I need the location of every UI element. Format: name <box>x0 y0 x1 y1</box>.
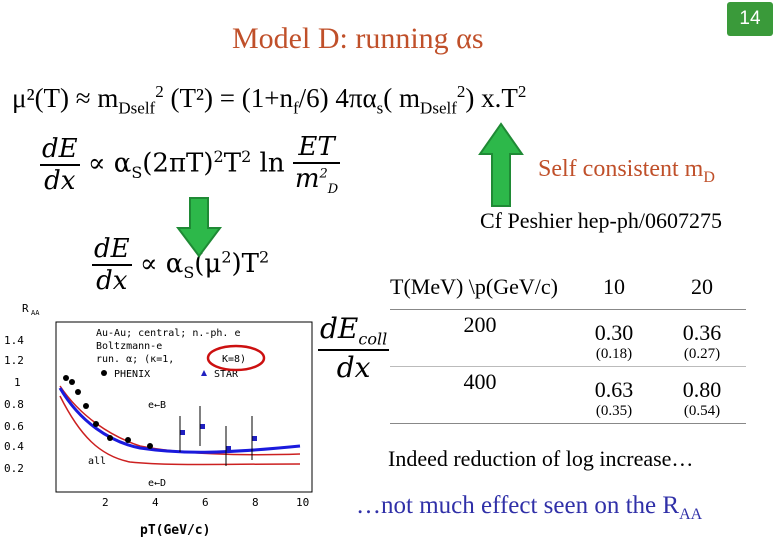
plot-xlabel: pT(GeV/c) <box>140 523 210 538</box>
slide-title: Model D: running αs <box>232 22 484 55</box>
legend-k: K=8) <box>222 354 246 365</box>
xtick: 6 <box>202 496 209 509</box>
raa-plot: R AA pT(GeV/c) 1.4 1.2 1 0.8 0.6 0.4 0.2… <box>4 302 313 538</box>
plot-axis-labels: R AA pT(GeV/c) <box>22 302 210 538</box>
plot-yticks: 1.4 1.2 1 0.8 0.6 0.4 0.2 <box>4 334 24 475</box>
table-cell-T: 200 <box>390 309 570 367</box>
table-row: 400 0.63 (0.35) 0.80 (0.54) <box>390 366 746 424</box>
table-cell: 0.36 (0.27) <box>658 309 746 367</box>
ratio-table: T(MeV) \p(GeV/c) 10 20 200 0.30 (0.18) 0.… <box>390 265 746 424</box>
table-header-cell: T(MeV) \p(GeV/c) <box>390 265 570 310</box>
legend-phenix: PHENIX <box>114 369 150 380</box>
table-cell: 0.30 (0.18) <box>570 309 658 367</box>
ytick: 0.4 <box>4 440 24 453</box>
conclusion-line-2: …not much effect seen on the RAA <box>356 492 703 523</box>
label-eD: e←D <box>148 478 166 489</box>
down-arrow-icon <box>176 197 222 258</box>
phenix-points <box>63 375 153 449</box>
ytick: 1.2 <box>4 354 24 367</box>
xtick: 2 <box>102 496 109 509</box>
table-row: 200 0.30 (0.18) 0.36 (0.27) <box>390 309 746 367</box>
xtick: 4 <box>152 496 159 509</box>
legend-line2: Boltzmann-e <box>96 341 162 352</box>
plot-xticks: 2 4 6 8 10 <box>102 496 309 509</box>
plot-legend: Au-Au; central; n.-ph. e Boltzmann-e run… <box>96 328 246 380</box>
table-cell: 0.80 (0.54) <box>658 366 746 424</box>
self-consistent-label: Self consistent mD <box>538 156 715 186</box>
xtick: 10 <box>296 496 309 509</box>
table-cell-T: 400 <box>390 366 570 424</box>
star-points <box>180 424 257 451</box>
ytick: 1.4 <box>4 334 24 347</box>
table-header-row: T(MeV) \p(GeV/c) 10 20 <box>390 265 746 310</box>
ytick: 0.2 <box>4 462 24 475</box>
conclusion-line-1: Indeed reduction of log increase… <box>388 446 694 471</box>
up-arrow-icon <box>478 122 524 207</box>
citation-label: Cf Peshier hep-ph/0607275 <box>480 208 722 233</box>
ytick: 1 <box>14 376 21 389</box>
label-all: all <box>88 456 106 467</box>
table-header-cell: 10 <box>570 265 658 310</box>
energy-loss-equation-mu: dE dx ∝ αS(μ2)T2 <box>92 234 270 296</box>
curve-eB <box>59 385 301 456</box>
mu-squared-formula: μ²(T) ≈ mDself2 (T²) = (1+nf/6) 4παs( mD… <box>12 82 527 118</box>
xtick: 8 <box>252 496 259 509</box>
plot-ylabel-sub: AA <box>31 309 40 317</box>
curve-eD <box>59 395 301 466</box>
table-header-cell: 20 <box>658 265 746 310</box>
page-number-badge: 14 <box>727 2 773 36</box>
ytick: 0.6 <box>4 420 24 433</box>
highlight-ellipse <box>206 344 266 372</box>
legend-line3: run. α; (κ=1, <box>96 354 174 365</box>
collisional-energy-loss-fraction: dEcoll dx <box>318 312 390 384</box>
curve-all <box>58 387 301 454</box>
ytick: 0.8 <box>4 398 24 411</box>
table-cell: 0.63 (0.35) <box>570 366 658 424</box>
legend-star: STAR <box>214 369 239 380</box>
label-eB: e←B <box>148 400 166 411</box>
legend-line1: Au-Au; central; n.-ph. e <box>96 328 241 339</box>
energy-loss-equation-log: dE dx ∝ αS(2πT)2T2 ln ET m2D <box>40 132 341 198</box>
plot-ylabel: R <box>22 302 29 315</box>
